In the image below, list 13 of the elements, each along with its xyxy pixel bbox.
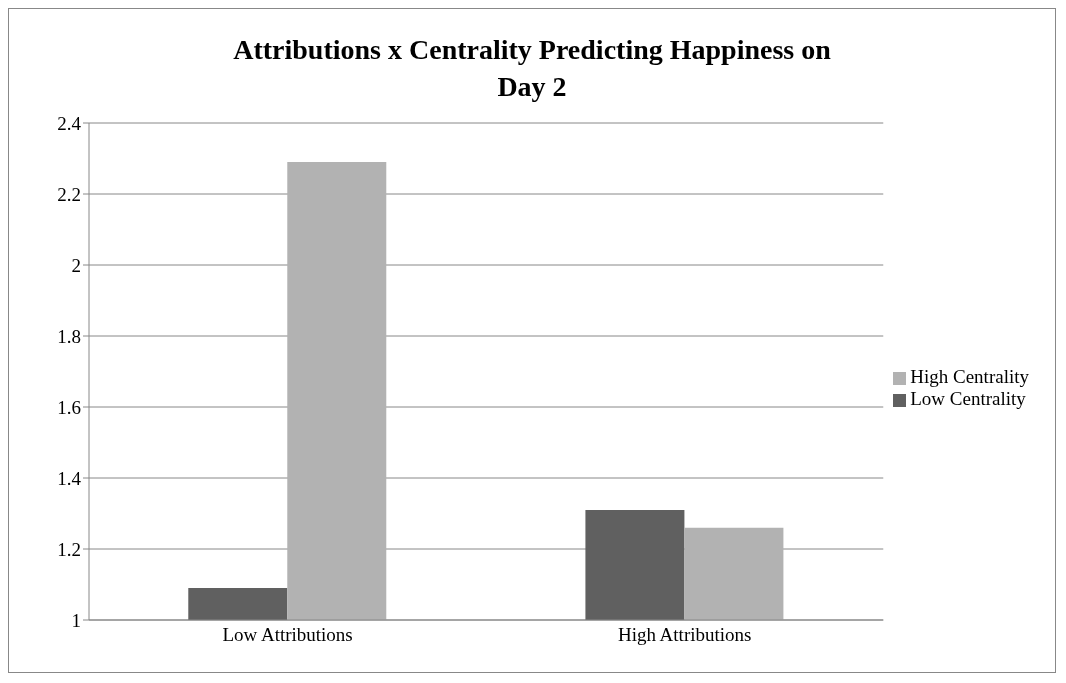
y-tick-label: 1.4 <box>57 467 82 489</box>
legend-label: Low Centrality <box>910 387 1026 409</box>
chart-title: Attributions x Centrality Predicting Happiness on Day 2 <box>232 33 832 104</box>
y-tick-label: 2.4 <box>57 112 82 134</box>
y-tick-label: 1.6 <box>57 396 81 418</box>
y-tick-label: 1.2 <box>57 538 81 560</box>
y-tick-label: 2 <box>71 254 81 276</box>
y-tick-label: 1.8 <box>57 325 81 347</box>
x-tick-label: High Attributions <box>617 624 752 646</box>
y-tick-label: 2.2 <box>57 183 81 205</box>
y-tick-label: 1 <box>71 609 81 631</box>
x-tick-label: Low Attributions <box>222 624 353 646</box>
legend-label: High Centrality <box>910 365 1029 387</box>
